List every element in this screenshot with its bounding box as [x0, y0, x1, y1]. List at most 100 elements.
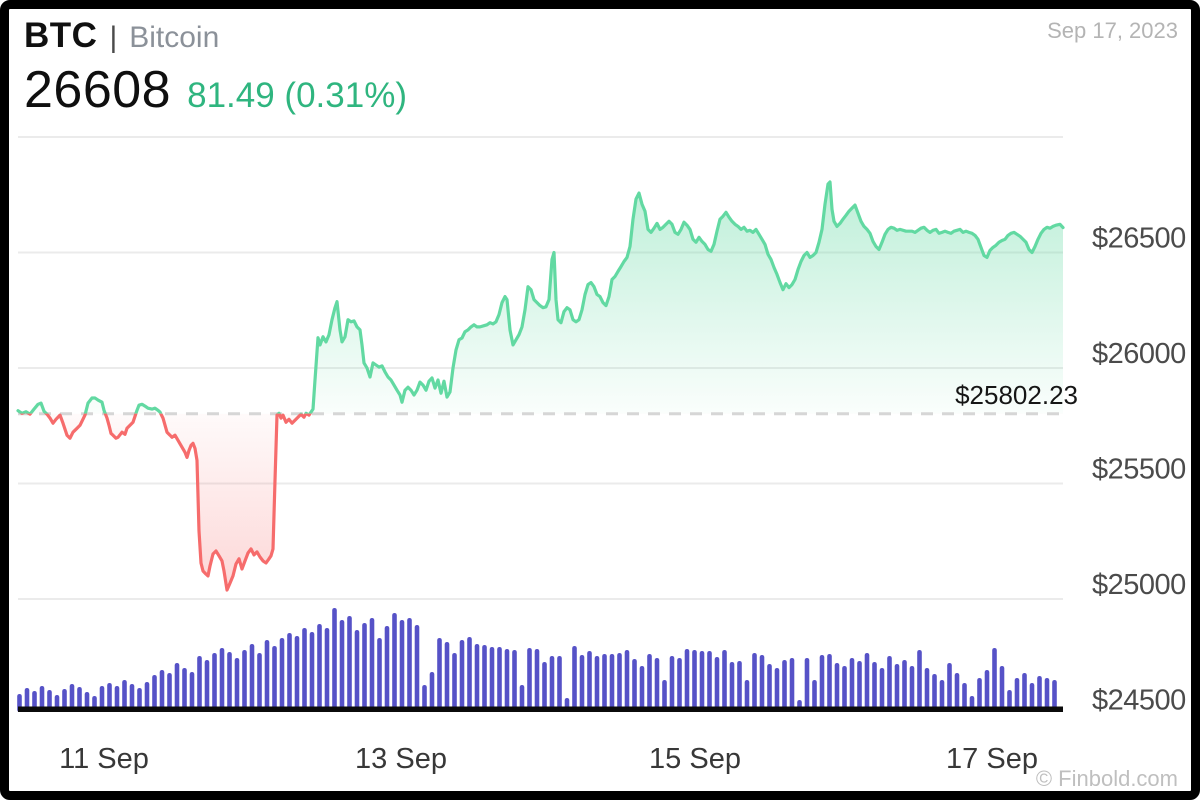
volume-bar	[752, 653, 757, 712]
date-label: Sep 17, 2023	[1047, 18, 1178, 43]
volume-bar	[534, 649, 540, 712]
volume-bar	[249, 644, 255, 712]
volume-bar	[114, 686, 120, 712]
volume-bar	[219, 648, 225, 712]
volume-bar	[369, 618, 375, 712]
volume-bar	[489, 647, 495, 712]
volume-bar	[174, 663, 180, 712]
volume-bar	[122, 680, 127, 712]
volume-bar	[887, 656, 892, 712]
volume-bar	[309, 632, 315, 712]
price-line-down-segment	[19, 413, 312, 592]
volume-bar	[714, 657, 720, 712]
current-price: 26608	[24, 61, 172, 119]
volume-bar	[932, 674, 937, 712]
volume-bar	[399, 620, 405, 712]
volume-bar	[677, 658, 682, 712]
volume-bar	[99, 686, 105, 712]
volume-bar	[647, 654, 652, 712]
x-axis-tick-label: 13 Sep	[355, 743, 447, 775]
volume-bar	[69, 684, 75, 712]
volume-bar	[317, 624, 322, 712]
volume-bar	[407, 618, 412, 712]
volume-bar	[827, 654, 832, 712]
volume-bar	[234, 658, 240, 712]
volume-bar	[504, 649, 510, 712]
volume-bar	[414, 625, 420, 712]
volume-bar	[107, 683, 112, 712]
volume-bar	[77, 687, 82, 712]
volume-bar	[954, 673, 960, 712]
volume-bar	[977, 678, 982, 712]
volume-baseline	[18, 706, 1063, 712]
volume-bar	[1037, 676, 1042, 712]
volume-bar	[594, 656, 600, 712]
y-axis-tick-label: $24500	[1092, 685, 1186, 717]
volume-bar	[167, 673, 172, 712]
volume-bar	[939, 680, 945, 712]
volume-bar	[294, 636, 300, 712]
volume-bar	[579, 655, 585, 712]
volume-bar	[962, 683, 967, 712]
volume-bar	[279, 638, 285, 712]
volume-bar	[609, 654, 615, 712]
volume-bar	[1014, 678, 1020, 712]
volume-bar	[654, 658, 660, 712]
header: BTC | Bitcoin	[24, 16, 219, 56]
x-axis-tick-label: 11 Sep	[59, 743, 149, 775]
volume-bar	[62, 689, 67, 712]
volume-bar	[287, 633, 292, 712]
volume-bar	[662, 680, 667, 712]
volume-bar	[947, 663, 952, 712]
volume-bar	[159, 670, 165, 712]
volume-bar	[527, 648, 532, 712]
volume-bar	[624, 650, 630, 712]
volume-bar	[182, 668, 187, 712]
volume-bar	[227, 652, 232, 712]
volume-bar	[857, 661, 862, 712]
volume-bar	[917, 650, 922, 712]
volume-bar	[542, 662, 547, 712]
volume-bar	[377, 638, 382, 712]
volume-bar	[864, 653, 870, 712]
volume-bar	[452, 653, 457, 712]
baseline-price-label: $25802.23	[955, 380, 1078, 410]
volume-bar	[204, 660, 210, 712]
price-area-above-baseline	[18, 182, 1063, 414]
volume-bar	[459, 640, 465, 712]
volume-bar	[707, 651, 712, 712]
volume-bar	[339, 620, 345, 712]
volume-bar	[1029, 683, 1035, 712]
volume-bar	[549, 656, 555, 712]
volume-bar	[632, 659, 637, 712]
coin-symbol: BTC	[24, 16, 98, 55]
volume-bar	[572, 646, 577, 712]
volume-bar	[362, 623, 367, 712]
volume-bar	[774, 668, 780, 712]
volume-bar	[804, 658, 810, 712]
separator: |	[109, 21, 118, 54]
volume-bar	[849, 658, 855, 712]
volume-bar	[24, 688, 30, 712]
volume-bar	[999, 666, 1005, 712]
volume-bar	[812, 680, 817, 712]
volume-bar	[212, 653, 217, 712]
volume-bar	[699, 651, 705, 712]
volume-bar	[782, 660, 787, 712]
volume-bar	[759, 655, 765, 712]
volume-bar	[384, 626, 390, 712]
volume-bar	[257, 653, 262, 712]
volume-bar	[767, 664, 772, 712]
volume-bar	[872, 662, 877, 712]
volume-bar	[789, 658, 795, 712]
volume-bar	[519, 685, 525, 712]
volume-bar	[722, 650, 727, 712]
volume-bar	[129, 684, 135, 712]
y-axis-tick-label: $25000	[1092, 569, 1186, 601]
volume-bar	[437, 638, 442, 712]
price-line-up-segment	[16, 180, 1065, 414]
volume-bar	[894, 664, 900, 712]
volume-bar	[144, 682, 150, 712]
